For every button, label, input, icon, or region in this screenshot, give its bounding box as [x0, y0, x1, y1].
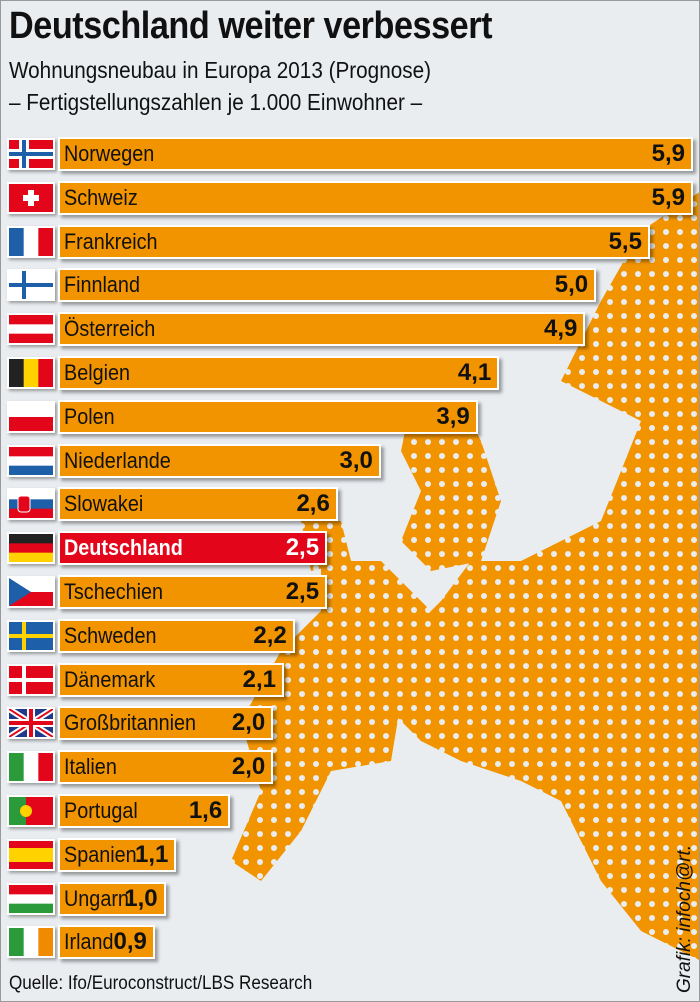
- bar-16: Spanien 1,1: [58, 837, 177, 872]
- bar-14: Italien 2,0: [58, 750, 274, 785]
- bar-label: Spanien: [64, 841, 137, 867]
- bar-value-label: 5,0: [554, 271, 589, 299]
- bar-value-label: 2,2: [253, 621, 287, 649]
- bar-value-label: 2,1: [242, 665, 277, 693]
- bar-label: Polen: [64, 403, 115, 429]
- flag-hu-icon: [7, 882, 55, 915]
- bar-label: Portugal: [64, 798, 138, 823]
- bar-label: Schweiz: [64, 184, 138, 210]
- source-note: Quelle: Ifo/Euroconstruct/LBS Research: [9, 973, 313, 994]
- flag-gb-icon: [7, 706, 55, 740]
- flag-it-icon: [7, 751, 55, 784]
- flag-dk-icon: [7, 663, 55, 696]
- bar-12: Dänemark 2,1: [58, 662, 285, 697]
- bar-2: Frankreich 5,5: [58, 224, 650, 259]
- bar-value-label: 5,9: [651, 183, 685, 211]
- bar-3: Finnland 5,0: [58, 268, 597, 303]
- flag-es-icon: [7, 838, 55, 871]
- flag-fr-icon: [7, 225, 55, 258]
- bar-label: Österreich: [64, 316, 156, 342]
- flag-be-icon: [7, 357, 55, 389]
- bar-9: Deutschland 2,5: [58, 531, 328, 566]
- bar-1: Schweiz 5,9: [58, 180, 693, 215]
- bar-label: Großbritannien: [64, 710, 197, 736]
- bar-label: Irland: [64, 929, 114, 955]
- bar-label: Dänemark: [64, 666, 156, 692]
- bar-label: Finnland: [64, 272, 140, 298]
- bar-8: Slowakei 2,6: [58, 487, 338, 522]
- bar-value-label: 2,6: [296, 490, 330, 518]
- bar-value-label: 2,5: [285, 578, 320, 605]
- bar-label: Slowakei: [64, 491, 144, 517]
- bar-value-label: 4,9: [543, 315, 578, 343]
- chart-title: Deutschland weiter verbessert: [9, 5, 493, 47]
- flag-ch-icon: [7, 181, 55, 214]
- bar-label: Schweden: [64, 622, 157, 648]
- bar-label: Belgien: [64, 360, 131, 385]
- flag-pl-icon: [7, 400, 55, 433]
- bar-value-label: 5,5: [608, 227, 642, 255]
- bar-value-label: 2,5: [285, 534, 320, 562]
- bar-label: Niederlande: [64, 447, 171, 473]
- chart-subtitle: Wohnungsneubau in Europa 2013 (Prognose): [9, 57, 431, 83]
- bar-value-label: 2,0: [231, 709, 266, 737]
- bar-0: Norwegen 5,9: [58, 137, 693, 171]
- bar-label: Norwegen: [64, 141, 155, 166]
- bar-label: Frankreich: [64, 228, 158, 254]
- flag-sk-icon: [7, 488, 55, 521]
- bar-5: Belgien 4,1: [58, 356, 500, 390]
- bar-value-label: 5,9: [651, 140, 685, 167]
- bar-value-label: 1,1: [135, 840, 169, 868]
- flag-pt-icon: [7, 795, 55, 827]
- flag-nl-icon: [7, 444, 55, 477]
- bar-4: Österreich 4,9: [58, 312, 586, 347]
- bar-value-label: 0,9: [113, 928, 147, 956]
- bar-15: Portugal 1,6: [58, 794, 231, 828]
- flag-cz-icon: [7, 576, 55, 608]
- bar-value-label: 1,0: [124, 884, 158, 912]
- bar-17: Ungarn 1,0: [58, 881, 166, 916]
- bar-value-label: 3,9: [436, 402, 470, 430]
- bar-11: Schweden 2,2: [58, 618, 295, 653]
- bar-label: Deutschland: [64, 535, 183, 561]
- bar-6: Polen 3,9: [58, 399, 478, 434]
- bar-value-label: 4,1: [457, 359, 492, 386]
- flag-se-icon: [7, 619, 55, 652]
- bar-18: Irland 0,9: [58, 925, 155, 960]
- bar-10: Tschechien 2,5: [58, 575, 328, 609]
- bar-value-label: 3,0: [339, 446, 373, 474]
- credit: Grafik: infoch@rt.: [674, 844, 695, 993]
- flag-fi-icon: [7, 269, 55, 302]
- flag-no-icon: [7, 138, 55, 170]
- bar-label: Tschechien: [64, 579, 164, 604]
- flag-de-icon: [7, 532, 55, 565]
- flag-at-icon: [7, 313, 55, 346]
- bar-label: Ungarn: [64, 885, 129, 911]
- bar-13: Großbritannien 2,0: [58, 706, 274, 741]
- bar-value-label: 1,6: [188, 797, 223, 824]
- bar-7: Niederlande 3,0: [58, 443, 381, 478]
- flag-ie-icon: [7, 926, 55, 959]
- bar-value-label: 2,0: [231, 753, 266, 781]
- chart-subtitle-units: – Fertigstellungszahlen je 1.000 Einwohn…: [9, 89, 423, 115]
- bar-label: Italien: [64, 754, 117, 780]
